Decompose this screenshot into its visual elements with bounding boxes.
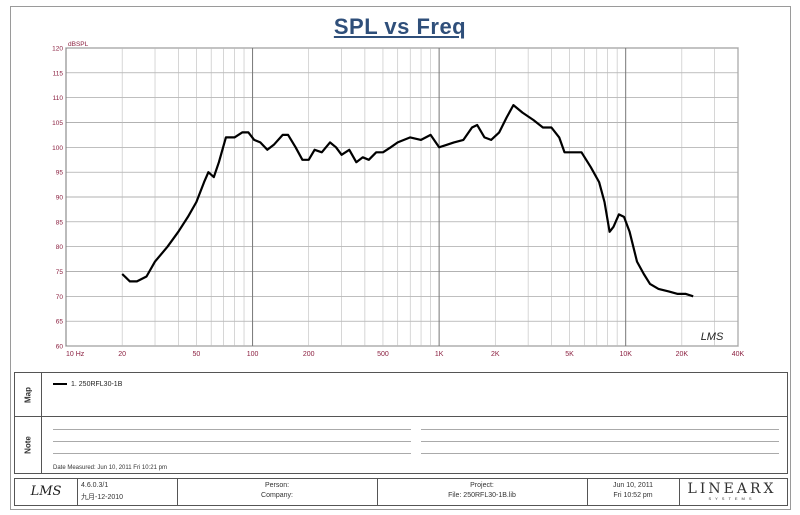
- note-side-label: Note: [15, 417, 42, 473]
- map-side-label: Map: [15, 373, 42, 417]
- x-tick-label: 20: [118, 351, 126, 358]
- lms-watermark: LMS: [701, 331, 724, 343]
- file-label: File: 250RFL30-1B.lib: [448, 492, 516, 499]
- y-tick-label: 75: [56, 269, 64, 276]
- x-tick-label: 20K: [676, 351, 689, 358]
- chart-grid: [65, 47, 739, 347]
- x-tick-label: 5K: [565, 351, 574, 358]
- note-line: [421, 429, 779, 430]
- note-line: [53, 441, 411, 442]
- person-label: Person:: [264, 482, 290, 489]
- footer-project-cell: Project: File: 250RFL30-1B.lib: [377, 479, 588, 505]
- x-tick-label: 10 Hz: [66, 351, 85, 358]
- legend-item-label: 1. 250RFL30-1B: [71, 381, 123, 388]
- note-line: [421, 453, 779, 454]
- y-tick-label: 65: [56, 319, 64, 326]
- x-tick-labels: 10 Hz 20 50 100 200 500 1K 2K 5K 10K 20K 40K: [66, 351, 745, 358]
- series-line: [121, 104, 694, 298]
- y-tick-label: 80: [56, 244, 64, 251]
- note-line: [53, 453, 411, 454]
- legend-item-series-1: 1. 250RFL30-1B: [53, 381, 122, 388]
- footer-logo-cell: LMS: [15, 479, 78, 505]
- x-tick-label: 40K: [732, 351, 745, 358]
- y-tick-label: 70: [56, 294, 64, 301]
- footer-bar: LMS 4.6.0.3/1 九月-12-2010 Person: Company…: [14, 478, 788, 506]
- y-tick-label: 90: [56, 195, 64, 202]
- y-tick-labels: 60 65 70 75 80 85 90 95 100 105 110 115 120: [52, 46, 63, 351]
- legend-swatch: [53, 383, 67, 386]
- date-measured: Date Measured: Jun 10, 2011 Fri 10:21 pm: [53, 465, 167, 471]
- x-tick-label: 50: [193, 351, 201, 358]
- y-tick-label: 115: [53, 70, 64, 77]
- x-tick-label: 500: [377, 351, 389, 358]
- footer-brand-cell: LINEARX SYSTEMS: [679, 479, 785, 505]
- linearx-sub: SYSTEMS: [708, 496, 756, 501]
- y-tick-label: 95: [56, 170, 64, 177]
- notes-panel: Note Date Measured: Jun 10, 2011 Fri 10:…: [14, 416, 788, 474]
- x-tick-label: 1K: [435, 351, 444, 358]
- x-tick-label: 2K: [491, 351, 500, 358]
- version-text: 4.6.0.3/1: [81, 482, 109, 489]
- project-label: Project:: [470, 482, 494, 489]
- y-tick-label: 105: [52, 120, 63, 127]
- x-tick-label: 10K: [619, 351, 632, 358]
- note-line: [53, 429, 411, 430]
- note-line: [421, 441, 779, 442]
- y-axis-label: dBSPL: [68, 41, 89, 48]
- x-tick-label: 100: [247, 351, 259, 358]
- chart-title: SPL vs Freq: [333, 14, 467, 39]
- y-tick-label: 100: [52, 145, 63, 152]
- y-tick-label: 60: [56, 344, 64, 351]
- company-label: Company:: [261, 492, 293, 499]
- y-tick-label: 120: [52, 46, 63, 53]
- x-tick-label: 200: [303, 351, 315, 358]
- footer-date: Jun 10, 2011: [613, 482, 653, 489]
- version-date: 九月-12-2010: [81, 494, 124, 501]
- y-tick-label: 85: [56, 219, 64, 226]
- spl-chart: 60 65 70 75 80 85 90 95 100 105 110 115 120 10 Hz 20 5…: [52, 41, 745, 358]
- footer-time: Fri 10:52 pm: [613, 492, 653, 499]
- legend-panel: Map 1. 250RFL30-1B: [14, 372, 788, 418]
- series-group: [121, 104, 694, 298]
- linearx-logo: LINEARX: [687, 481, 777, 497]
- footer-version-cell: 4.6.0.3/1 九月-12-2010: [77, 479, 178, 505]
- lms-logo: LMS: [30, 484, 62, 499]
- footer-date-cell: Jun 10, 2011 Fri 10:52 pm: [587, 479, 680, 505]
- footer-person-cell: Person: Company:: [177, 479, 378, 505]
- y-tick-label: 110: [53, 95, 64, 102]
